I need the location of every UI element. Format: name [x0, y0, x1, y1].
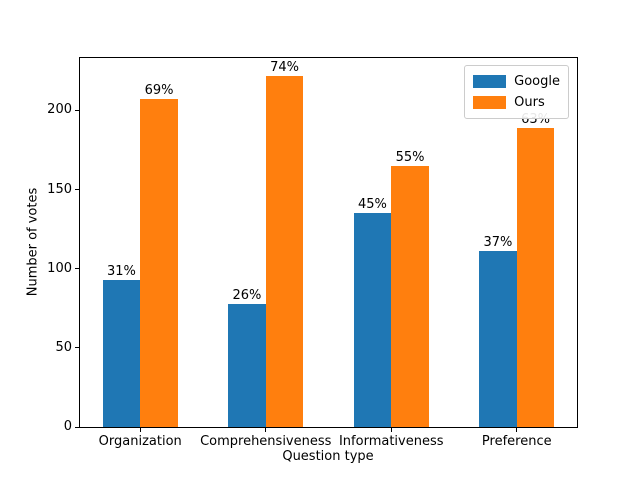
- y-tick-label: 50: [55, 339, 72, 355]
- y-axis-label: Number of votes: [25, 187, 41, 297]
- y-tick-mark: [75, 347, 79, 349]
- bar-value-label: 55%: [395, 149, 425, 165]
- x-axis-label: Question type: [282, 449, 374, 464]
- y-tick-label: 0: [63, 419, 72, 434]
- y-tick-mark: [75, 268, 79, 270]
- x-tick-mark: [516, 428, 518, 432]
- plot-area: 31% 26% 45% 37% 69% 74% 55% 63% Google Ours: [79, 57, 578, 428]
- legend-swatch-icon: [473, 96, 507, 109]
- legend-label: Ours: [514, 94, 545, 110]
- bar-ours-organization: [140, 99, 178, 427]
- x-tick-mark: [139, 428, 141, 432]
- y-tick-mark: [75, 426, 79, 428]
- x-tick-label-preference: Preference: [481, 434, 552, 449]
- legend-swatch-icon: [473, 75, 507, 88]
- y-tick-mark: [75, 109, 79, 111]
- x-tick-label-informativeness: Informativeness: [338, 434, 444, 449]
- bar-ours-comprehensiveness: [265, 75, 304, 427]
- legend: Google Ours: [464, 65, 569, 119]
- legend-entry-google: Google: [473, 71, 560, 92]
- bar-google-comprehensiveness: [228, 303, 266, 427]
- y-tick-label: 150: [47, 181, 72, 197]
- x-tick-mark: [390, 428, 392, 432]
- legend-label: Google: [514, 73, 560, 89]
- y-tick-label: 100: [47, 260, 72, 276]
- bars-layer: [80, 58, 577, 427]
- bar-value-label: 26%: [232, 287, 262, 303]
- legend-entry-ours: Ours: [473, 92, 560, 113]
- bar-value-label: 31%: [106, 263, 136, 279]
- y-tick-mark: [75, 189, 79, 191]
- x-tick-label-organization: Organization: [98, 434, 182, 449]
- bar-value-label: 74%: [270, 59, 300, 75]
- bar-google-informativeness: [353, 213, 392, 427]
- bar-ours-preference: [516, 127, 555, 427]
- bar-value-label: 37%: [483, 235, 513, 251]
- bar-value-label: 45%: [357, 197, 387, 213]
- x-tick-mark: [265, 428, 267, 432]
- bar-ours-informativeness: [391, 165, 429, 427]
- bar-value-label: 69%: [144, 83, 174, 99]
- y-tick-label: 200: [47, 102, 72, 118]
- bar-google-organization: [102, 279, 141, 427]
- x-tick-label-comprehensiveness: Comprehensiveness: [200, 434, 332, 449]
- bar-google-preference: [479, 251, 517, 427]
